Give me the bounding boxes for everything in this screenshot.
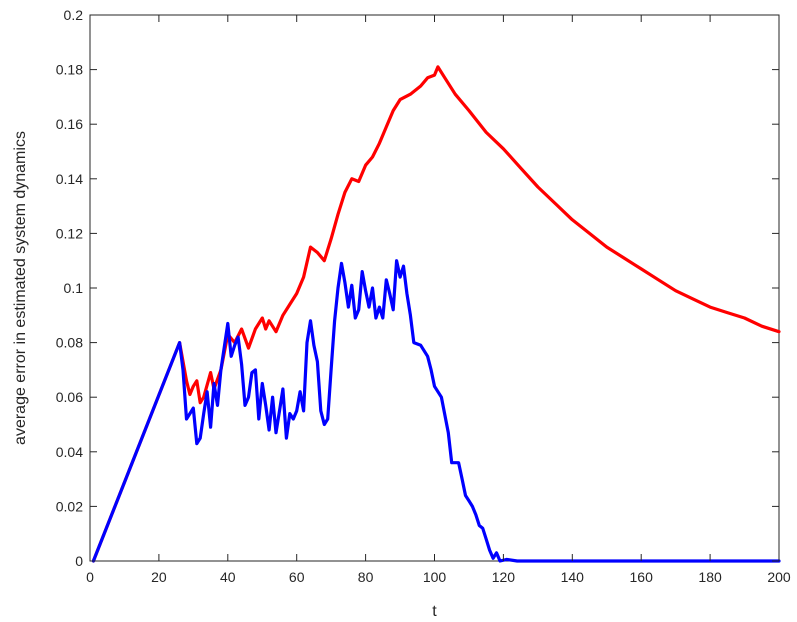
x-axis-title: t <box>432 603 437 620</box>
y-tick-label: 0.16 <box>56 116 83 132</box>
x-tick-label: 40 <box>220 569 236 585</box>
y-tick-label: 0.1 <box>64 280 84 296</box>
x-tick-label: 20 <box>151 569 167 585</box>
x-tick-label: 100 <box>423 569 447 585</box>
blue-series-line <box>91 259 781 563</box>
plot-area <box>89 14 780 562</box>
y-tick-label: 0 <box>75 553 83 569</box>
y-tick-label: 0.08 <box>56 335 83 351</box>
x-tick-label: 0 <box>86 569 94 585</box>
x-tick-label: 140 <box>561 569 585 585</box>
x-tick-label: 200 <box>767 569 791 585</box>
y-tick-label: 0.14 <box>56 171 83 187</box>
y-tick-label: 0.18 <box>56 62 83 78</box>
x-tick-label: 180 <box>698 569 722 585</box>
x-tick-label: 160 <box>630 569 654 585</box>
plot-frame <box>89 14 780 562</box>
x-tick-label: 60 <box>289 569 305 585</box>
y-tick-label: 0.12 <box>56 225 83 241</box>
x-tick-label: 120 <box>492 569 516 585</box>
series-layer <box>91 65 781 563</box>
x-tick-label: 80 <box>358 569 374 585</box>
y-tick-label: 0.02 <box>56 498 83 514</box>
y-axis-title: average error in estimated system dynami… <box>12 131 29 445</box>
tick-layer: 0 20 40 60 80 100 120 140 160 180 200 0 0.02 0.04 0.06… <box>56 7 791 585</box>
y-tick-label: 0.2 <box>64 7 84 23</box>
y-tick-label: 0.04 <box>56 444 83 460</box>
y-tick-label: 0.06 <box>56 389 83 405</box>
